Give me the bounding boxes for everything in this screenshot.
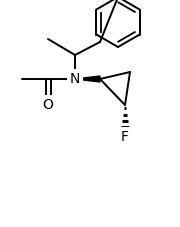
Text: N: N — [70, 72, 80, 86]
Text: O: O — [42, 98, 53, 112]
Text: O: O — [42, 98, 53, 112]
Text: N: N — [70, 72, 80, 86]
Text: F: F — [121, 130, 129, 144]
Text: F: F — [121, 130, 129, 144]
Polygon shape — [75, 76, 100, 82]
